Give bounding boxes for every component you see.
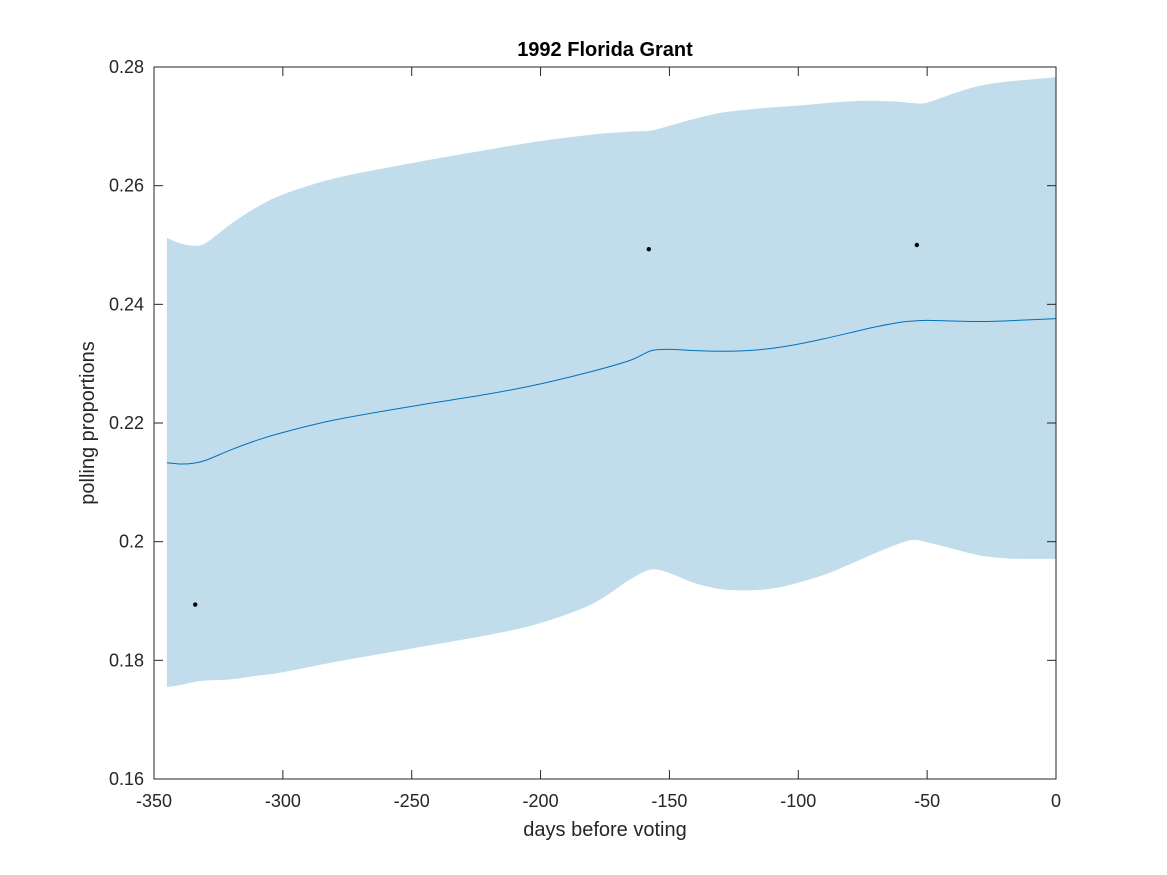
y-tick-label: 0.28 bbox=[109, 57, 144, 77]
x-tick-label: -350 bbox=[136, 791, 172, 811]
y-axis: 0.16 0.18 0.2 0.22 0.24 0.26 0.28 bbox=[109, 57, 1056, 789]
y-tick-label: 0.18 bbox=[109, 650, 144, 670]
x-tick-label: -150 bbox=[651, 791, 687, 811]
y-tick-label: 0.2 bbox=[119, 532, 144, 552]
poll-point-0 bbox=[193, 602, 198, 607]
poll-points-layer bbox=[193, 242, 920, 607]
y-tick-label: 0.24 bbox=[109, 294, 144, 314]
poll-point-1 bbox=[646, 246, 652, 252]
chart-title: 1992 Florida Grant bbox=[517, 39, 693, 61]
y-tick-label: 0.26 bbox=[109, 176, 144, 196]
y-axis-label: polling proportions bbox=[77, 341, 99, 504]
x-axis: -350 -300 -250 -200 -150 -100 -50 0 bbox=[136, 67, 1061, 811]
x-tick-label: -50 bbox=[914, 791, 940, 811]
y-tick-label: 0.16 bbox=[109, 769, 144, 789]
x-tick-label: 0 bbox=[1051, 791, 1061, 811]
mean-line-0 bbox=[166, 318, 1057, 465]
x-tick-label: -300 bbox=[265, 791, 301, 811]
y-tick-label: 0.22 bbox=[109, 413, 144, 433]
confidence-band-layer bbox=[166, 77, 1056, 688]
x-tick-label: -200 bbox=[523, 791, 559, 811]
x-tick-label: -250 bbox=[394, 791, 430, 811]
x-tick-label: -100 bbox=[780, 791, 816, 811]
confidence-band bbox=[166, 77, 1056, 688]
mean-line-layer bbox=[166, 318, 1057, 465]
x-axis-label: days before voting bbox=[523, 819, 686, 841]
poll-point-2 bbox=[914, 242, 920, 248]
